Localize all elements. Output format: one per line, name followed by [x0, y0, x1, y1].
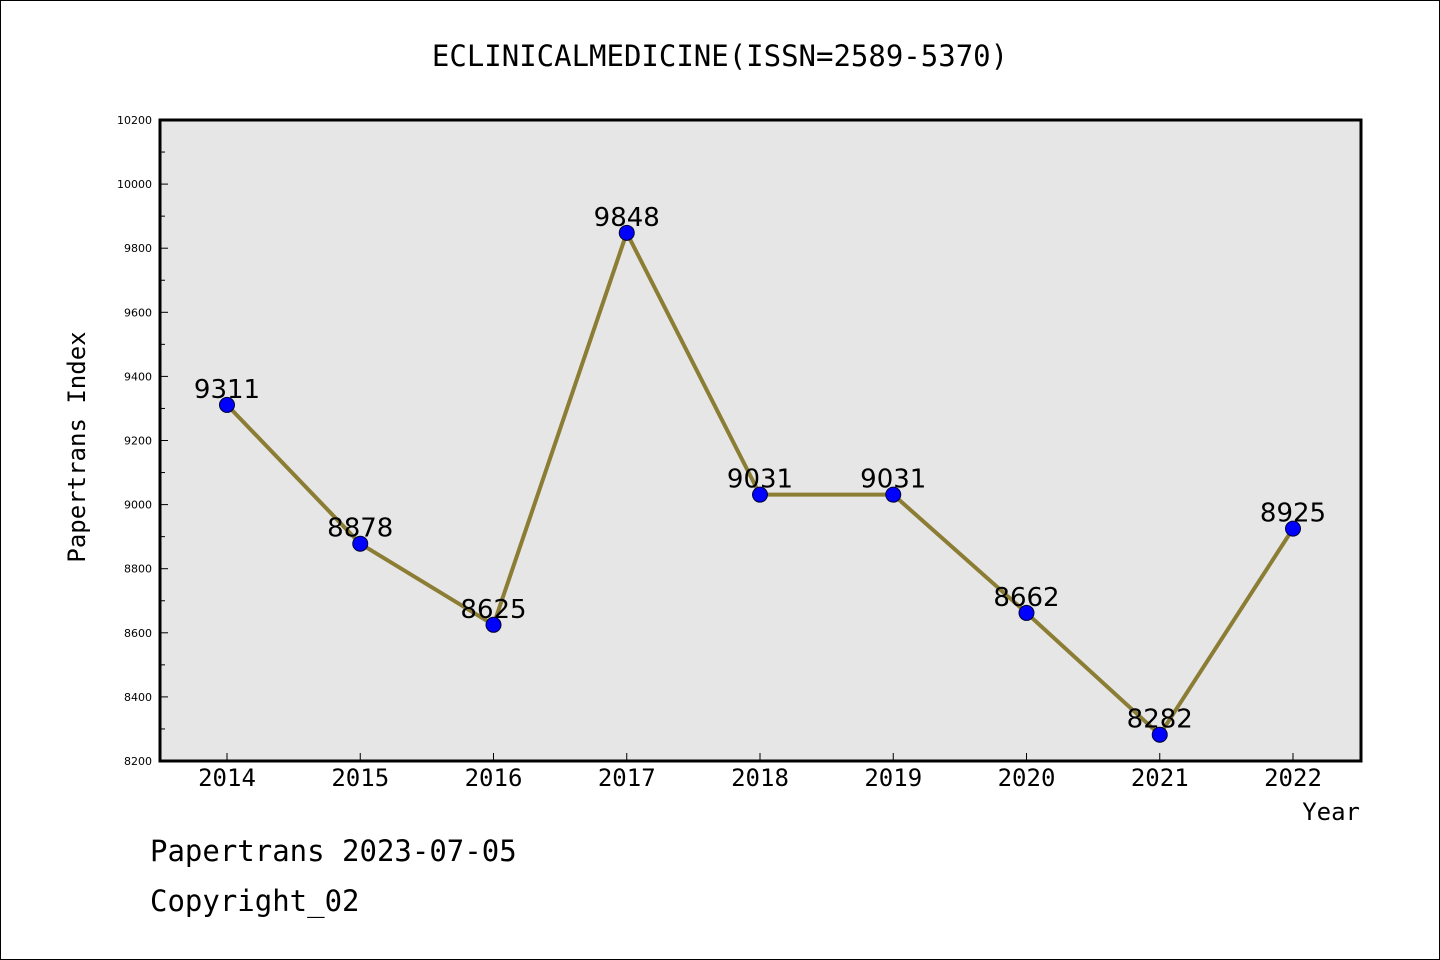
y-tick-label: 9600: [124, 306, 152, 319]
data-point: [885, 486, 902, 503]
x-axis-label: Year: [1302, 798, 1360, 826]
x-tick-label: 2018: [731, 764, 789, 792]
y-tick-label: 8600: [124, 627, 152, 640]
data-point: [1285, 520, 1301, 537]
x-axis: 2014 2015 2016 2017 2018 2019 2020 2021 2022: [198, 753, 1322, 792]
data-point: [352, 535, 369, 552]
x-tick-label: 2015: [331, 764, 389, 792]
chart-title: ECLINICALMEDICINE(ISSN=2589-5370): [432, 39, 1008, 73]
data-label: 8878: [327, 514, 393, 544]
data-label: 8662: [993, 583, 1059, 613]
data-label: 8625: [460, 595, 526, 625]
x-tick-label: 2016: [465, 764, 523, 792]
x-tick-label: 2022: [1264, 764, 1322, 792]
y-tick-label: 10200: [117, 114, 152, 127]
x-tick-label: 2017: [598, 764, 656, 792]
data-label: 8282: [1127, 705, 1193, 735]
y-tick-label: 10000: [117, 178, 152, 191]
footer-stamp: Papertrans 2023-07-05: [150, 834, 517, 868]
series-group: 9311 8878 8625 9848 9031 9031 8662 8282 8925: [194, 203, 1326, 743]
x-tick-label: 2019: [864, 764, 922, 792]
y-tick-label: 8200: [124, 755, 152, 768]
y-tick-label: 9800: [124, 242, 152, 255]
x-tick-label: 2020: [998, 764, 1056, 792]
data-point: [485, 616, 502, 633]
y-tick-label: 8800: [124, 563, 152, 576]
y-axis: 8200 8400 8600 8800 9000 9200 9400 9600 9800 1000…: [117, 114, 168, 768]
y-axis-label: Papertrans Index: [63, 331, 91, 562]
y-tick-label: 9000: [124, 499, 152, 512]
data-label: 9848: [594, 203, 660, 233]
data-point: [1018, 604, 1035, 621]
y-tick-label: 8400: [124, 691, 152, 704]
data-label: 9031: [860, 465, 926, 495]
footer-copyright: Copyright_02: [150, 884, 360, 918]
y-tick-label: 9400: [124, 370, 152, 383]
data-point: [1151, 726, 1168, 743]
plot-area: [158, 118, 1363, 763]
data-point: [618, 224, 635, 241]
data-point: [219, 396, 235, 413]
x-tick-label: 2021: [1131, 764, 1189, 792]
data-label: 9311: [194, 375, 260, 405]
data-point: [752, 486, 768, 503]
x-tick-label: 2014: [198, 764, 256, 792]
data-label: 8925: [1260, 499, 1326, 529]
y-tick-label: 9200: [124, 435, 152, 448]
data-label: 9031: [727, 465, 793, 495]
